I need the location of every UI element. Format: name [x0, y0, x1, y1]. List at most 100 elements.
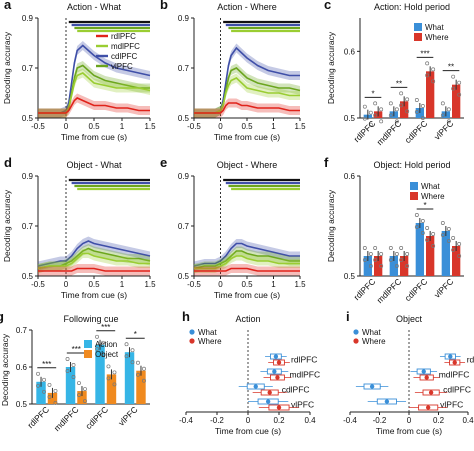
series-line-rdlPFC	[38, 267, 150, 272]
data-point	[142, 378, 146, 383]
data-point	[446, 227, 451, 231]
x-axis-label-e: Time from cue (s)	[214, 290, 280, 300]
x-axis-label-d: Time from cue (s)	[61, 290, 127, 300]
bar-object-rdlPFC	[47, 392, 58, 404]
legend-label-f-0: What	[421, 182, 440, 191]
data-point	[53, 388, 58, 393]
x-tick-label: 0.2	[433, 416, 445, 425]
x-axis-label-a: Time from cue (s)	[61, 132, 127, 142]
legend-label-vlPFC: vlPFC	[111, 62, 133, 71]
data-point	[405, 252, 410, 256]
data-point	[65, 357, 70, 361]
data-point	[431, 79, 436, 84]
bar-what-cdlPFC	[415, 223, 424, 276]
series-line-rdlPFC	[38, 97, 150, 114]
x-tick-label: 0	[64, 122, 69, 131]
data-point	[431, 244, 436, 248]
data-point	[399, 103, 404, 108]
data-point	[368, 110, 373, 115]
legend-label-what: What	[362, 328, 381, 337]
median-marker	[448, 354, 453, 359]
series-line-mdlPFC	[37, 252, 150, 270]
x-tick-label: 0.5	[241, 280, 253, 289]
y-tick-label: 0.5	[22, 272, 34, 281]
y-tick-label: 0.9	[178, 14, 190, 23]
data-point	[124, 342, 129, 347]
x-tick-label: -0.5	[31, 122, 45, 131]
data-point	[440, 221, 445, 225]
legend-label-c-1: Where	[425, 33, 449, 42]
data-point	[420, 116, 425, 120]
data-point	[457, 242, 462, 246]
data-point	[42, 377, 46, 382]
median-marker	[265, 399, 271, 404]
legend-swatch-c-1	[414, 33, 422, 41]
data-point	[368, 122, 373, 127]
data-point	[394, 252, 399, 256]
y-axis-label-g: Decoding accuracy	[0, 333, 10, 406]
x-tick-label: 1.5	[294, 280, 306, 289]
data-point	[77, 393, 81, 397]
data-point	[362, 116, 367, 121]
x-tick-label: -0.5	[187, 280, 201, 289]
x-tick-label: -0.5	[31, 280, 45, 289]
series-line-mdlPFC	[194, 77, 300, 114]
data-point	[405, 97, 410, 102]
sem-band-rdlPFC	[38, 264, 150, 276]
y-axis-label-f: Decoding accuracy	[326, 189, 336, 262]
x-tick-label: vlPFC	[432, 118, 455, 141]
panel-letter-d: d	[4, 155, 12, 170]
data-point	[47, 394, 52, 399]
data-point	[71, 375, 76, 379]
region-label-vlPFC: vlPFC	[291, 400, 314, 410]
region-label-rdlPFC: rdlPFC	[291, 355, 317, 365]
data-point	[83, 387, 87, 391]
data-point	[451, 236, 456, 240]
legend-label-g-0: Action	[95, 340, 117, 349]
data-point	[373, 113, 378, 118]
median-marker	[421, 369, 426, 374]
data-point	[414, 225, 419, 229]
data-point	[36, 383, 40, 388]
significance-stars: *	[134, 330, 137, 339]
panel-letter-i: i	[346, 309, 350, 324]
x-tick-label: cdlPFC	[83, 404, 110, 431]
median-marker	[272, 369, 277, 374]
x-tick-label: mdlPFC	[375, 276, 404, 305]
x-tick-label: 0	[218, 280, 223, 289]
bar-object-mdlPFC	[77, 391, 87, 404]
x-tick-label: 1	[271, 280, 276, 289]
x-tick-label: 1.5	[294, 122, 306, 131]
data-point	[394, 119, 399, 124]
y-tick-label: 0.6	[16, 363, 28, 372]
region-label-cdlPFC: cdlPFC	[443, 385, 471, 395]
legend-label-rdlPFC: rdlPFC	[111, 32, 136, 41]
data-point	[373, 101, 378, 106]
y-tick-label: 0.5	[22, 114, 34, 123]
y-tick-label: 0.7	[178, 64, 190, 73]
data-point	[130, 348, 135, 353]
data-point	[373, 258, 378, 262]
y-tick-label: 0.6	[344, 47, 356, 56]
y-tick-label: 0.6	[344, 172, 356, 181]
x-tick-label: vlPFC	[116, 404, 139, 427]
data-point	[394, 107, 399, 112]
panel-title-i: Object	[396, 314, 423, 324]
data-point	[425, 238, 430, 242]
data-point	[112, 370, 117, 375]
bar-what-vlPFC	[441, 231, 450, 276]
sem-band-rdlPFC	[194, 264, 300, 276]
data-point	[405, 264, 410, 268]
legend-swatch-f-0	[410, 182, 418, 190]
y-axis-label-a: Decoding accuracy	[2, 31, 12, 104]
median-marker	[253, 384, 258, 389]
legend-label-where: Where	[198, 337, 222, 346]
series-line-cdlPFC	[193, 242, 300, 267]
data-point	[65, 369, 70, 373]
legend-marker-what	[189, 329, 195, 335]
data-point	[420, 231, 425, 235]
legend-marker-where	[353, 338, 359, 344]
data-point	[405, 109, 410, 114]
data-point	[457, 92, 462, 97]
panel-letter-b: b	[160, 0, 168, 12]
